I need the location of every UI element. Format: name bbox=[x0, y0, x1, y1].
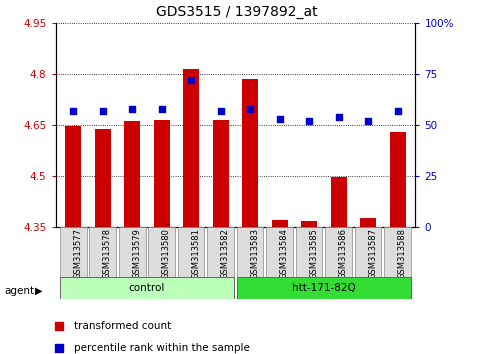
Text: GSM313588: GSM313588 bbox=[398, 228, 407, 279]
Text: GSM313580: GSM313580 bbox=[162, 228, 170, 279]
Text: ▶: ▶ bbox=[35, 286, 43, 296]
Bar bbox=[330, 177, 347, 227]
Point bbox=[305, 118, 313, 124]
Bar bbox=[65, 126, 81, 227]
Bar bbox=[360, 218, 376, 227]
Bar bbox=[183, 69, 199, 227]
Text: GSM313587: GSM313587 bbox=[368, 228, 377, 279]
Bar bbox=[237, 277, 411, 299]
Bar bbox=[119, 227, 145, 278]
Bar bbox=[237, 227, 264, 278]
Bar bbox=[390, 132, 406, 227]
Point bbox=[99, 108, 107, 113]
Point bbox=[217, 108, 225, 113]
Bar bbox=[384, 227, 411, 278]
Bar bbox=[213, 120, 229, 227]
Text: GSM313586: GSM313586 bbox=[339, 228, 348, 279]
Bar bbox=[267, 227, 293, 278]
Point bbox=[276, 116, 284, 121]
Text: control: control bbox=[129, 283, 165, 293]
Text: htt-171-82Q: htt-171-82Q bbox=[292, 283, 356, 293]
Point bbox=[246, 105, 254, 111]
Point bbox=[128, 105, 136, 111]
Text: GSM313579: GSM313579 bbox=[132, 228, 141, 279]
Point bbox=[158, 105, 166, 111]
Bar bbox=[301, 222, 317, 227]
Point bbox=[364, 118, 372, 124]
Bar bbox=[355, 227, 382, 278]
Point bbox=[187, 77, 195, 83]
Text: GSM313581: GSM313581 bbox=[191, 228, 200, 279]
Bar bbox=[242, 79, 258, 227]
Bar bbox=[271, 220, 288, 227]
Bar bbox=[178, 227, 204, 278]
Bar bbox=[60, 227, 86, 278]
Bar bbox=[95, 129, 111, 227]
Bar bbox=[296, 227, 323, 278]
Text: percentile rank within the sample: percentile rank within the sample bbox=[74, 343, 250, 353]
Bar bbox=[154, 120, 170, 227]
Text: GSM313583: GSM313583 bbox=[250, 228, 259, 279]
Text: GDS3515 / 1397892_at: GDS3515 / 1397892_at bbox=[156, 5, 317, 19]
Bar bbox=[89, 227, 116, 278]
Text: agent: agent bbox=[5, 286, 35, 296]
Bar bbox=[326, 227, 352, 278]
Bar bbox=[207, 227, 234, 278]
Text: GSM313577: GSM313577 bbox=[73, 228, 82, 279]
Point bbox=[335, 114, 342, 120]
Text: GSM313578: GSM313578 bbox=[103, 228, 112, 279]
Point bbox=[394, 108, 401, 113]
Text: transformed count: transformed count bbox=[74, 321, 171, 331]
Text: GSM313582: GSM313582 bbox=[221, 228, 230, 279]
Text: GSM313585: GSM313585 bbox=[309, 228, 318, 279]
Bar bbox=[148, 227, 175, 278]
Bar bbox=[60, 277, 234, 299]
Bar bbox=[124, 121, 141, 227]
Text: GSM313584: GSM313584 bbox=[280, 228, 289, 279]
Point bbox=[70, 108, 77, 113]
